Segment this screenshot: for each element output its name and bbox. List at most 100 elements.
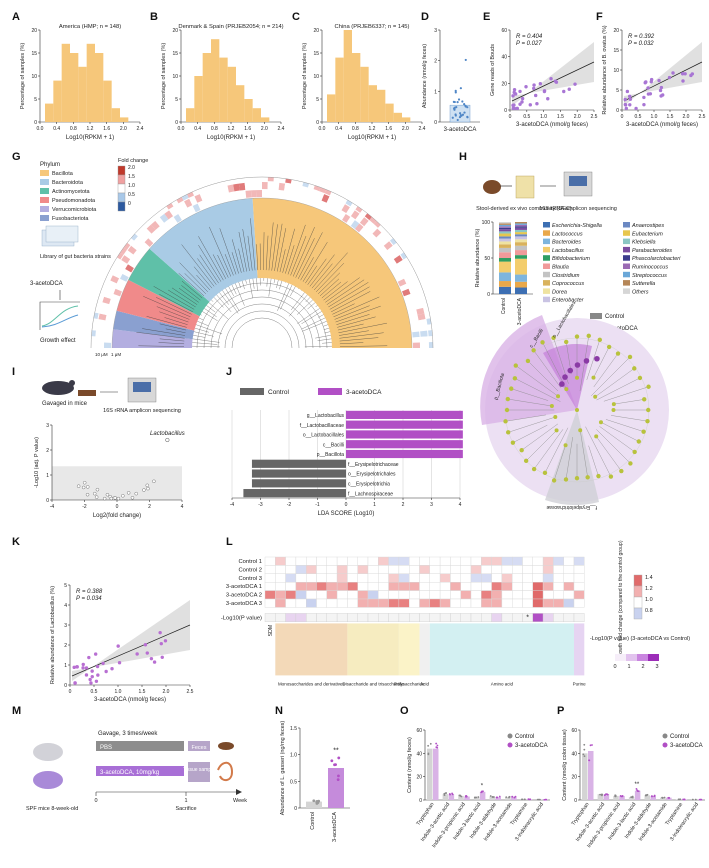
heatmap-cell [384, 255, 393, 264]
heatmap-cell [179, 201, 188, 211]
heatmap-cell [152, 230, 161, 240]
tree-branch [297, 308, 320, 324]
strain-name-mark [181, 244, 215, 287]
strain-name-mark [238, 231, 248, 272]
heatmap-cell [326, 556, 338, 566]
heatmap-cell [357, 565, 369, 575]
data-point [628, 103, 632, 107]
heatmap-cell [160, 223, 170, 233]
clado-node [542, 470, 548, 476]
pval-cell [532, 613, 544, 623]
x-tick-label: 2.0 [574, 114, 581, 120]
significance-stars: ** [333, 747, 339, 754]
heatmap-cell [192, 203, 201, 213]
fold-legend-cell [633, 596, 643, 609]
bar [473, 797, 480, 800]
data-point [583, 743, 586, 746]
legend-label-control: Control [670, 734, 689, 740]
y-axis-label: Relative abundance of Lactobacillus (%) [50, 586, 56, 684]
histogram-bar [194, 76, 203, 122]
volcano-point [142, 488, 146, 492]
heatmap-cell [295, 556, 307, 566]
group-label: Monosaccharides and derivatives [278, 681, 346, 686]
clado-branch [533, 429, 564, 470]
pval-cell [295, 613, 307, 623]
library-plate [45, 225, 79, 243]
heatmap-cell [295, 565, 307, 575]
lda-bar-label: f__Erysipelotrichaceae [348, 462, 399, 468]
heatmap-cell [104, 342, 112, 348]
heatmap-cell [409, 556, 420, 566]
heatmap-row-label: Control 2 [238, 567, 262, 573]
data-point [101, 661, 105, 666]
strain-name-mark [276, 228, 287, 272]
tree-branch [204, 308, 217, 317]
heatmap-cell [176, 197, 184, 204]
stacked-segment [515, 224, 527, 227]
genus-label: Sutterella [632, 281, 655, 287]
lda-bar [251, 479, 346, 488]
tree-branch [245, 279, 247, 284]
data-point [427, 752, 430, 755]
histogram-title: Denmark & Spain (PRJEB2054; n = 214) [178, 24, 283, 30]
y-tick-label: 1.5 [290, 726, 297, 732]
bar [588, 751, 594, 800]
clade-label: f__Erysipelotrichaceae [546, 504, 597, 510]
data-point [436, 746, 439, 749]
group-label: Amino acid [491, 681, 514, 686]
heatmap-cell [106, 315, 115, 322]
bar [495, 797, 501, 800]
lda-bar-label: c__Erysipelotrichia [348, 482, 390, 488]
stacked-segment [499, 258, 511, 262]
heatmap-cell [491, 598, 503, 608]
heatmap-cell [532, 556, 544, 566]
data-point [461, 100, 464, 103]
heatmap-cell [107, 309, 116, 317]
y-tick-label: 10 [31, 74, 37, 80]
clado-branch [596, 377, 641, 401]
x-tick-label: 1.5 [557, 114, 564, 120]
pval-cell [470, 613, 482, 623]
heatmap-cell [403, 293, 413, 302]
heatmap-cell [94, 306, 100, 314]
tree-branch [315, 335, 331, 339]
heatmap-cell [419, 573, 431, 583]
data-point [443, 794, 446, 796]
heatmap-cell [275, 598, 286, 608]
strain-name-mark [256, 244, 259, 271]
heatmap-cell [419, 565, 431, 575]
growth-curve [41, 305, 79, 327]
heatmap-cell [284, 183, 291, 192]
feces-icon [218, 742, 234, 750]
y-tick-label: 0 [487, 292, 490, 298]
group-label: Polysaccharide [394, 681, 425, 686]
phylum-swatch [40, 197, 49, 203]
histogram-bar [327, 94, 336, 122]
heatmap-cell [409, 573, 420, 583]
heatmap-cell [331, 198, 340, 208]
data-point [605, 793, 607, 796]
heatmap-cell [532, 598, 544, 608]
histogram-bar [252, 108, 261, 122]
clado-node-sig [559, 381, 565, 387]
heatmap-cell [354, 223, 364, 233]
y-tick-label: 0 [504, 108, 507, 114]
genus-swatch [623, 255, 630, 261]
stat-p: P = 0.034 [76, 596, 102, 602]
legend-swatch-treat [318, 388, 342, 395]
bar [644, 795, 650, 800]
heatmap-cell [512, 565, 523, 575]
heatmap-cell [244, 182, 251, 190]
strain-name-mark [292, 226, 315, 277]
y-tick-label: 0 [175, 120, 178, 126]
tree-branch [318, 314, 324, 318]
clado-node [549, 404, 554, 409]
heatmap-cell [142, 228, 152, 238]
heatmap-cell [350, 202, 358, 210]
genus-swatch [543, 246, 550, 253]
strain-name-mark [242, 229, 250, 272]
legend-dot-treat [662, 742, 668, 748]
clado-node [608, 474, 614, 479]
strain-name-mark [330, 291, 371, 313]
heatmap-cell [419, 590, 431, 600]
